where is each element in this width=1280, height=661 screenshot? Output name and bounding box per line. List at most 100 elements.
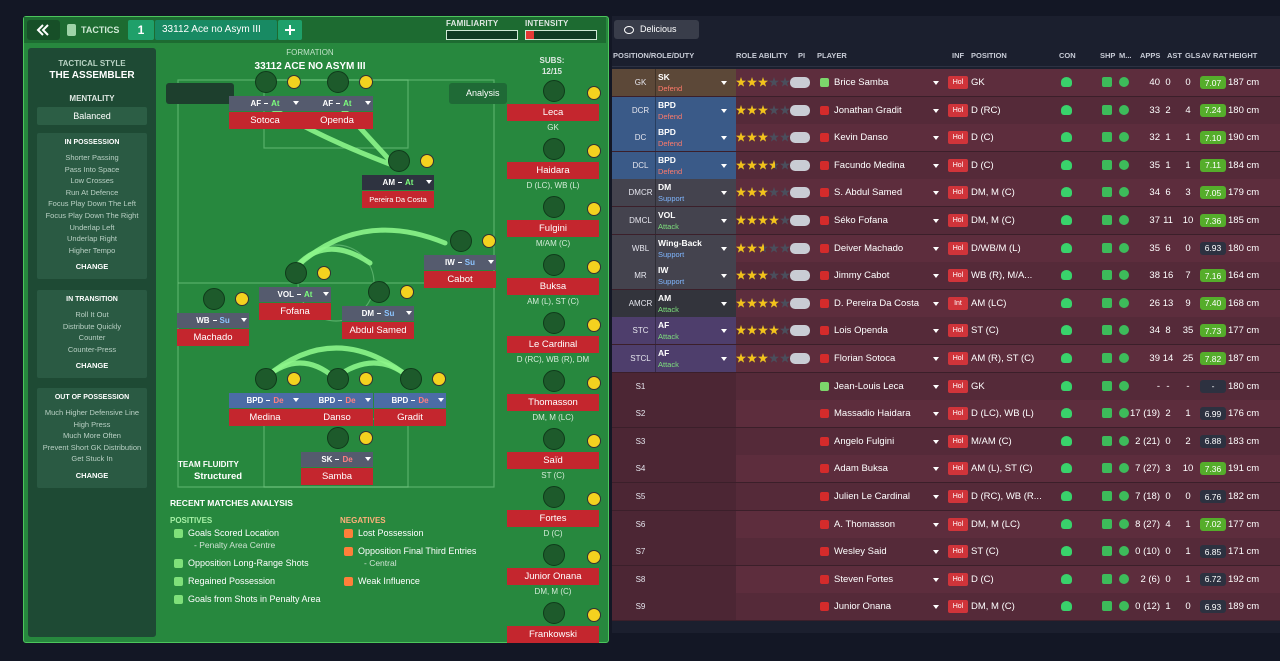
mentality-value[interactable]: Balanced (73, 111, 111, 121)
swap-icon[interactable] (432, 372, 446, 386)
swap-icon[interactable] (587, 144, 601, 158)
role-dropdown[interactable] (721, 81, 727, 85)
player-dropdown[interactable] (933, 108, 939, 113)
player-name[interactable]: Medina (249, 412, 281, 423)
player-name[interactable]: Adam Buksa (834, 463, 888, 475)
player-dropdown[interactable] (933, 412, 939, 417)
column-header[interactable]: ROLE ABILITY (736, 51, 788, 60)
column-header[interactable]: PI (798, 51, 806, 60)
role-dropdown[interactable] (721, 329, 727, 334)
player-name[interactable]: Danso (323, 412, 351, 423)
role-dropdown[interactable] (365, 457, 371, 461)
player-dropdown[interactable] (933, 550, 939, 555)
player-name[interactable]: Deiver Machado (834, 242, 904, 254)
player-name[interactable]: Lois Openda (834, 325, 888, 337)
analysis-button[interactable] (449, 83, 507, 104)
swap-icon[interactable] (587, 550, 601, 564)
mentality-box[interactable] (37, 107, 147, 125)
player-name[interactable]: A. Thomasson (834, 518, 896, 530)
swap-icon[interactable] (359, 372, 373, 386)
role-dropdown[interactable] (721, 136, 727, 141)
tactic-box[interactable] (155, 20, 277, 40)
player-name[interactable]: Julien Le Cardinal (834, 491, 911, 502)
player-dropdown[interactable] (933, 467, 939, 472)
player-name[interactable]: Wesley Said (834, 546, 887, 558)
player-dropdown[interactable] (933, 81, 939, 85)
role-dropdown[interactable] (323, 292, 329, 296)
player-name[interactable]: Cabot (447, 274, 473, 285)
role-name[interactable]: BPD (658, 154, 676, 165)
player-name[interactable]: Brice Samba (834, 77, 889, 88)
player-dropdown[interactable] (933, 301, 939, 306)
column-header[interactable]: POSITION/ROLE/DUTY (613, 51, 695, 60)
swap-icon[interactable] (287, 372, 301, 386)
sub-name[interactable]: Fulgini (539, 223, 567, 234)
player-dropdown[interactable] (933, 439, 939, 444)
player-dropdown[interactable] (933, 329, 939, 334)
role-dropdown[interactable] (721, 108, 727, 113)
role-dropdown[interactable] (365, 101, 371, 105)
player-name[interactable]: Machado (193, 332, 233, 343)
sub-name[interactable]: Saïd (543, 455, 563, 466)
swap-icon[interactable] (420, 154, 434, 168)
player-name[interactable]: Pereira Da Costa (369, 195, 427, 204)
player-name[interactable]: Junior Onana (834, 601, 892, 613)
player-dropdown[interactable] (933, 191, 939, 196)
player-dropdown[interactable] (933, 274, 939, 279)
change-button[interactable]: CHANGE (75, 262, 109, 272)
role-name[interactable]: DM (658, 182, 672, 193)
player-dropdown[interactable] (933, 605, 939, 610)
swap-icon[interactable] (400, 285, 414, 299)
change-button[interactable]: CHANGE (75, 361, 109, 371)
player-dropdown[interactable] (933, 246, 939, 251)
sub-name[interactable]: Frankowski (528, 629, 578, 640)
column-header[interactable]: AV RAT (1201, 51, 1228, 60)
player-name[interactable]: Massadio Haidara (834, 408, 911, 420)
role-dropdown[interactable] (438, 398, 444, 402)
view-icons[interactable] (166, 83, 234, 104)
player-name[interactable]: Abdul Samed (349, 325, 407, 336)
role-name[interactable]: VOL (658, 210, 676, 220)
role-dropdown[interactable] (488, 260, 494, 264)
column-header[interactable]: APPS (1140, 51, 1161, 60)
slot-box[interactable] (128, 20, 154, 40)
swap-icon[interactable] (359, 431, 373, 445)
style-name[interactable]: THE ASSEMBLER (49, 70, 135, 81)
role-name[interactable]: IW (658, 265, 669, 276)
role-dropdown[interactable] (721, 301, 727, 306)
player-name[interactable]: Kevin Danso (834, 132, 888, 144)
player-name[interactable]: Jonathan Gradit (834, 104, 902, 116)
column-header[interactable]: PLAYER (817, 51, 847, 60)
sub-name[interactable]: Buksa (539, 281, 567, 292)
role-dropdown[interactable] (293, 398, 299, 402)
player-dropdown[interactable] (933, 163, 939, 168)
role-name[interactable]: AM (658, 292, 672, 303)
player-dropdown[interactable] (933, 136, 939, 141)
role-name[interactable]: AF (658, 320, 670, 331)
column-header[interactable]: HEIGHT (1229, 51, 1258, 60)
column-header[interactable]: INF (952, 51, 965, 60)
sub-name[interactable]: Haidara (536, 165, 570, 176)
player-name[interactable]: Sotoca (250, 115, 280, 126)
player-dropdown[interactable] (933, 219, 939, 223)
swap-icon[interactable] (587, 434, 601, 448)
player-dropdown[interactable] (933, 522, 939, 527)
swap-icon[interactable] (587, 86, 601, 100)
player-name[interactable]: Steven Fortes (834, 573, 894, 585)
swap-icon[interactable] (587, 492, 601, 506)
player-dropdown[interactable] (933, 577, 939, 582)
sub-name[interactable]: Junior Onana (524, 571, 582, 582)
column-header[interactable]: AST (1167, 51, 1182, 60)
role-dropdown[interactable] (721, 219, 727, 223)
view-label[interactable]: Delicious (640, 24, 677, 34)
player-name[interactable]: Gradit (397, 412, 423, 423)
swap-icon[interactable] (587, 202, 601, 216)
player-name[interactable]: Angelo Fulgini (834, 435, 895, 447)
sub-name[interactable]: Fortes (539, 513, 567, 524)
player-name[interactable]: Jean-Louis Leca (834, 380, 904, 392)
role-dropdown[interactable] (293, 101, 299, 105)
role-dropdown[interactable] (241, 318, 247, 322)
column-header[interactable]: CON (1059, 51, 1076, 60)
player-dropdown[interactable] (933, 357, 939, 361)
player-name[interactable]: Florian Sotoca (834, 353, 896, 364)
